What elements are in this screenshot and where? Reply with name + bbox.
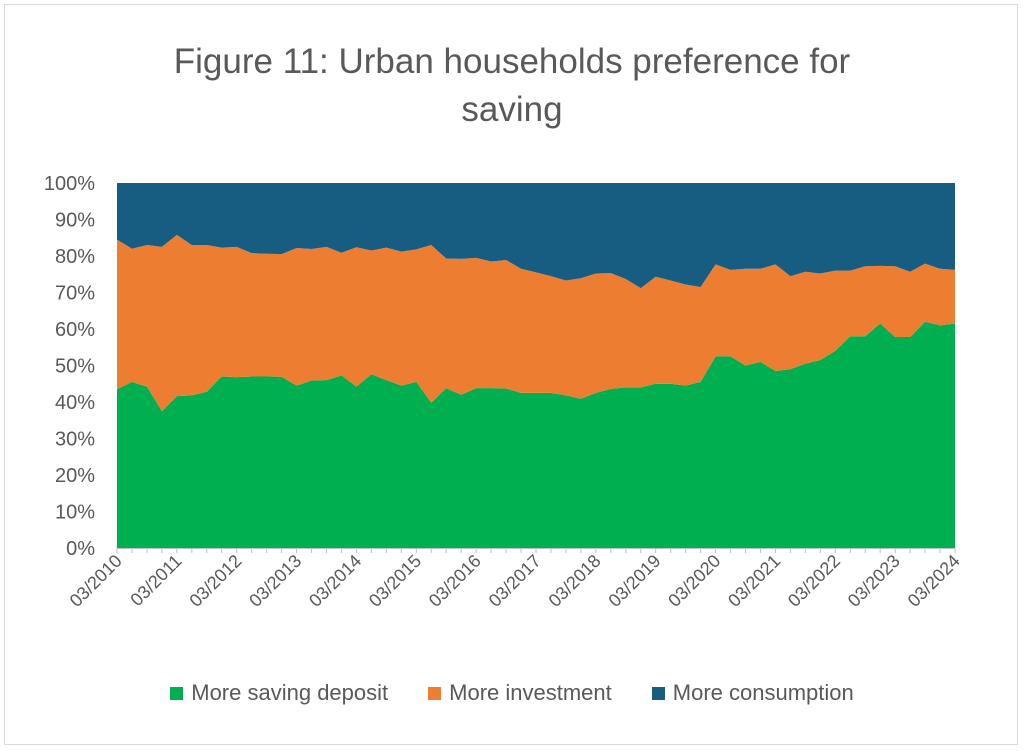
legend-swatch-investment (428, 686, 442, 700)
chart-title-line-1: Figure 11: Urban households preference f… (173, 42, 851, 81)
chart-title: Figure 11: Urban households preference f… (0, 38, 1024, 134)
area-series-group (117, 183, 955, 548)
y-tick-label: 70% (55, 283, 95, 305)
y-tick-label: 20% (55, 465, 95, 487)
x-tick-label: 03/2023 (844, 551, 904, 611)
legend: More saving deposit More investment More… (0, 678, 1024, 708)
chart-title-line-2: saving (461, 90, 563, 129)
x-tick-label: 03/2017 (485, 551, 545, 611)
x-tick-label: 03/2018 (545, 551, 605, 611)
x-tick-label: 03/2022 (784, 551, 844, 611)
x-axis: 03/2010 03/2011 03/2012 03/2013 03/2014 03/20… (66, 548, 964, 611)
x-tick-label: 03/2019 (604, 551, 664, 611)
legend-item-deposit: More saving deposit (170, 680, 388, 706)
x-tick-label: 03/2016 (425, 551, 485, 611)
x-tick-label: 03/2012 (185, 551, 245, 611)
y-tick-label: 80% (55, 246, 95, 268)
legend-label-consumption: More consumption (672, 680, 854, 705)
y-tick-label: 0% (66, 538, 95, 560)
x-tick-label: 03/2011 (126, 551, 185, 610)
x-tick-label: 03/2013 (245, 551, 305, 611)
y-tick-label: 90% (55, 210, 95, 232)
legend-swatch-consumption (651, 686, 665, 700)
x-tick-label: 03/2021 (724, 551, 784, 611)
y-axis: 0% 10% 20% 30% 40% 50% 60% 70% 80% 90% 100% (44, 173, 95, 560)
legend-swatch-deposit (170, 686, 184, 700)
y-tick-label: 50% (55, 356, 95, 378)
area-series-deposit (117, 321, 955, 548)
legend-label-deposit: More saving deposit (191, 680, 389, 705)
y-tick-label: 40% (55, 392, 95, 414)
x-tick-label: 03/2015 (365, 551, 425, 611)
y-tick-label: 30% (55, 429, 95, 451)
y-tick-label: 100% (44, 173, 95, 195)
x-tick-label: 03/2014 (305, 551, 365, 611)
x-tick-label: 03/2024 (904, 551, 964, 611)
legend-item-investment: More investment (428, 680, 612, 706)
x-tick-label: 03/2020 (664, 551, 724, 611)
area-series-consumption (117, 183, 955, 289)
legend-label-investment: More investment (449, 680, 612, 705)
y-tick-label: 60% (55, 319, 95, 341)
area-series-investment (117, 234, 955, 412)
legend-item-consumption: More consumption (651, 680, 854, 706)
y-tick-label: 10% (55, 502, 95, 524)
